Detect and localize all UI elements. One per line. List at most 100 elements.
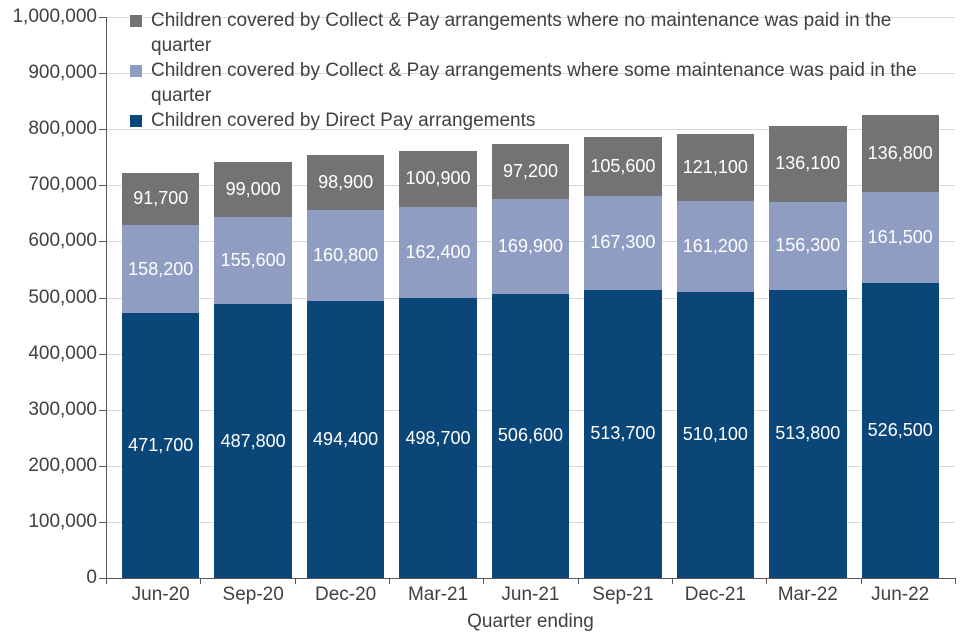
legend-label: Children covered by Direct Pay arrangeme… [151, 110, 536, 131]
bar-jun-21: 506,600 169,900 97,200 [491, 143, 570, 578]
bar-value-label: 158,200 [128, 258, 194, 279]
bar-value-label: 160,800 [313, 245, 379, 266]
plot-area: 471,700 158,200 91,700 487,800 155,600 99,000… [106, 17, 955, 578]
bar-value-label: 161,500 [867, 226, 933, 247]
x-axis-tick [672, 578, 673, 584]
y-axis-tick [99, 129, 106, 131]
legend-item-direct-pay: Children covered by Direct Pay arrangeme… [130, 108, 922, 133]
y-tick-label: 0 [86, 567, 97, 588]
x-axis-tick [106, 578, 107, 584]
bar-dec-21: 510,100 161,200 121,100 [676, 133, 755, 578]
bar-segment-collect-pay-some: 160,800 [306, 210, 385, 301]
x-axis-line [106, 578, 955, 579]
bar-mar-22: 513,800 156,300 136,100 [769, 125, 847, 578]
x-tick-label: Jun-22 [871, 584, 930, 605]
bar-value-label: 510,100 [682, 424, 748, 445]
bar-segment-collect-pay-none: 98,900 [306, 154, 385, 211]
y-axis-tick [99, 17, 106, 18]
legend-marker-direct-pay-icon [130, 115, 142, 127]
bar-segment-collect-pay-some: 161,200 [676, 201, 755, 292]
gridline [106, 73, 955, 75]
bar-value-label: 91,700 [133, 188, 189, 209]
bar-value-label: 526,500 [867, 419, 933, 440]
y-tick-label: 600,000 [28, 230, 97, 252]
bar-value-label: 98,900 [318, 172, 374, 193]
bar-sep-21: 513,700 167,300 105,600 [584, 136, 662, 578]
bar-value-label: 471,700 [128, 435, 194, 456]
x-axis-tick [483, 578, 485, 584]
y-tick-label: 900,000 [28, 62, 97, 84]
y-axis-tick [99, 465, 106, 467]
legend-label: Children covered by Collect & Pay arrang… [151, 60, 917, 106]
bar-value-label: 513,700 [590, 423, 656, 444]
x-tick-label: Mar-21 [407, 584, 469, 605]
bar-segment-direct-pay: 513,700 [584, 289, 662, 578]
bar-segment-collect-pay-none: 99,000 [214, 161, 292, 218]
bar-value-label: 494,400 [313, 428, 379, 449]
bar-segment-collect-pay-none: 91,700 [122, 173, 200, 225]
x-tick-label: Jun-20 [131, 584, 190, 605]
bar-segment-collect-pay-none: 136,100 [769, 125, 847, 203]
bar-segment-collect-pay-some: 155,600 [214, 217, 292, 305]
bar-jun-22: 526,500 161,500 136,800 [861, 115, 939, 578]
bar-segment-direct-pay: 498,700 [399, 298, 477, 578]
legend-marker-collect-pay-some-icon [130, 65, 142, 77]
bar-value-label: 487,800 [220, 430, 286, 451]
bar-jun-20: 471,700 158,200 91,700 [122, 173, 200, 578]
y-axis-tick [99, 241, 106, 243]
x-axis-tick [955, 578, 956, 584]
bar-value-label: 99,000 [225, 178, 281, 199]
x-axis-tick [577, 578, 579, 584]
bar-mar-21: 498,700 162,400 100,900 [399, 150, 477, 578]
y-tick-label: 100,000 [28, 510, 97, 532]
y-axis-line [106, 17, 107, 579]
bar-segment-collect-pay-none: 105,600 [584, 136, 662, 196]
bar-value-label: 513,800 [775, 423, 841, 444]
bar-segment-collect-pay-some: 167,300 [584, 195, 662, 290]
y-tick-label: 700,000 [28, 174, 97, 196]
gridline [106, 17, 955, 18]
y-axis-tick [99, 521, 106, 523]
bar-segment-collect-pay-some: 156,300 [769, 202, 847, 290]
bar-value-label: 506,600 [497, 425, 563, 446]
x-tick-label: Sep-21 [592, 584, 654, 605]
gridline [106, 129, 955, 131]
bar-value-label: 162,400 [405, 242, 471, 263]
y-tick-label: 1,000,000 [12, 6, 97, 27]
bar-value-label: 121,100 [682, 156, 748, 177]
x-axis-tick [200, 578, 202, 584]
bar-segment-collect-pay-none: 121,100 [676, 133, 755, 202]
y-axis-tick [99, 409, 106, 411]
legend-marker-collect-pay-none-icon [130, 15, 142, 27]
bar-segment-collect-pay-none: 136,800 [861, 115, 939, 193]
y-tick-label: 800,000 [28, 118, 97, 140]
legend-label: Children covered by Collect & Pay arrang… [151, 10, 892, 56]
x-axis-tick [389, 578, 390, 584]
y-tick-label: 500,000 [28, 286, 97, 308]
bar-segment-collect-pay-some: 158,200 [122, 224, 200, 314]
bar-segment-direct-pay: 494,400 [306, 300, 385, 578]
bar-segment-collect-pay-some: 162,400 [399, 207, 477, 299]
y-tick-label: 200,000 [28, 454, 97, 476]
bar-value-label: 136,800 [867, 143, 933, 164]
bar-value-label: 136,100 [775, 153, 841, 174]
x-tick-label: Sep-20 [222, 584, 284, 605]
x-tick-label: Dec-21 [684, 584, 746, 605]
x-axis-tick [860, 578, 862, 584]
bar-value-label: 169,900 [497, 235, 563, 256]
y-axis-tick [99, 578, 106, 579]
x-axis-labels: Jun-20 Sep-20 Dec-20 Mar-21 Jun-21 Sep-21 Dec-… [106, 584, 955, 606]
bar-value-label: 156,300 [775, 235, 841, 256]
bar-dec-20: 494,400 160,800 98,900 [306, 154, 385, 578]
bar-segment-collect-pay-some: 169,900 [491, 198, 570, 294]
y-axis-tick [99, 185, 106, 187]
bar-segment-direct-pay: 506,600 [491, 293, 570, 578]
x-tick-label: Dec-20 [314, 584, 377, 605]
bar-segment-collect-pay-none: 97,200 [491, 143, 570, 199]
y-axis-tick [99, 73, 106, 75]
bar-segment-direct-pay: 471,700 [122, 313, 200, 578]
x-tick-label: Jun-21 [501, 584, 560, 605]
x-axis-tick [294, 578, 296, 584]
y-tick-label: 400,000 [28, 342, 97, 364]
